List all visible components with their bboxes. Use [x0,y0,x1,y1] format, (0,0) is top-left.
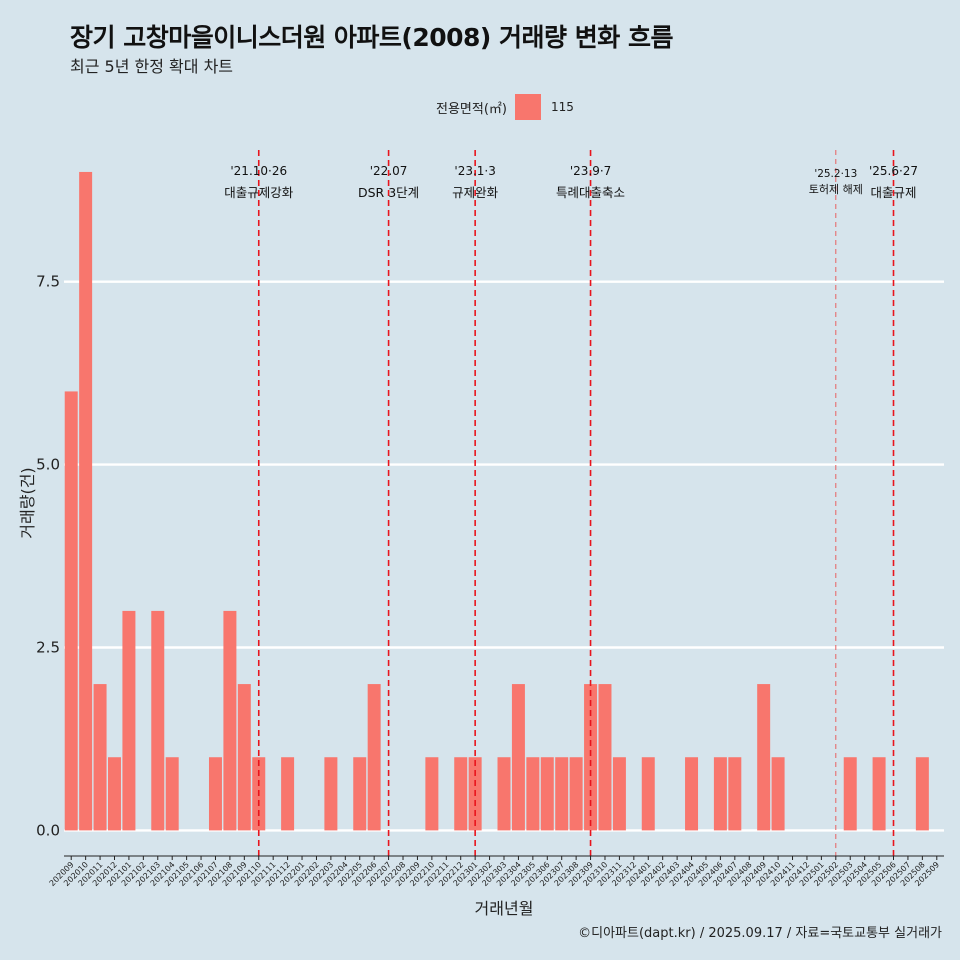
bar [108,757,121,831]
bar [93,684,107,831]
chart-title: 장기 고창마을이니스더원 아파트(2008) 거래량 변화 흐름 [70,23,673,52]
bar [555,757,569,831]
event-date: '25.2·13 [814,168,857,180]
bar [237,684,251,831]
bar [526,757,540,831]
y-tick-label: 2.5 [36,638,60,656]
y-tick-label: 0.0 [36,821,60,839]
bars [64,171,929,831]
event-date: '23.1·3 [454,164,495,178]
event-label: 대출규제 [871,185,917,200]
y-tick-label: 7.5 [36,273,60,291]
bar [324,757,338,831]
bar [685,757,699,831]
bar [771,757,785,831]
bar [223,610,237,831]
grid-lines [64,280,944,832]
bar [872,757,886,831]
bar [497,757,511,831]
bar [598,684,612,831]
bar [454,757,468,831]
chart-subtitle: 최근 5년 한정 확대 차트 [70,57,234,76]
bar [151,610,165,831]
bar [584,684,598,831]
bar [641,757,655,831]
bar [281,757,295,831]
event-lines: '21.10·26 대출규제강화 '22.07 DSR 3단계 '23.1·3 규제완화 '… [224,150,918,856]
bar [367,684,381,831]
legend-label: 115 [550,100,574,114]
legend-swatch [514,94,541,120]
event-label: 토허제 해제 [809,182,863,196]
bar [540,757,554,831]
bar [79,171,93,831]
event-label: 규제완화 [452,185,499,200]
legend-title: 전용면적(㎡) [436,101,507,117]
bar [425,757,439,831]
y-axis-title: 거래량(건) [18,467,37,538]
bar [165,757,179,831]
event-label: DSR 3단계 [358,185,419,200]
bar [728,757,742,831]
bar [612,757,626,831]
footer-caption: ©디아파트(dapt.kr) / 2025.09.17 / 자료=국토교통부 실… [578,926,942,941]
bar [208,757,222,831]
event-label: 대출규제강화 [224,185,294,200]
bar [843,757,857,831]
event-date: '23.9·7 [570,164,611,178]
bar [757,684,771,831]
event-date: '25.6·27 [869,164,918,178]
x-axis-title: 거래년월 [475,899,534,918]
bar [353,757,367,831]
event-label: 특례대출축소 [556,185,625,200]
bar [569,757,583,831]
bar [915,757,929,831]
y-tick-label: 5.0 [36,456,60,474]
legend: 전용면적(㎡) 115 [436,94,574,120]
bar [713,757,727,831]
event-date: '22.07 [370,164,408,178]
event-date: '21.10·26 [230,164,287,178]
bar [511,684,525,831]
bar [64,391,78,831]
bar [122,610,136,831]
